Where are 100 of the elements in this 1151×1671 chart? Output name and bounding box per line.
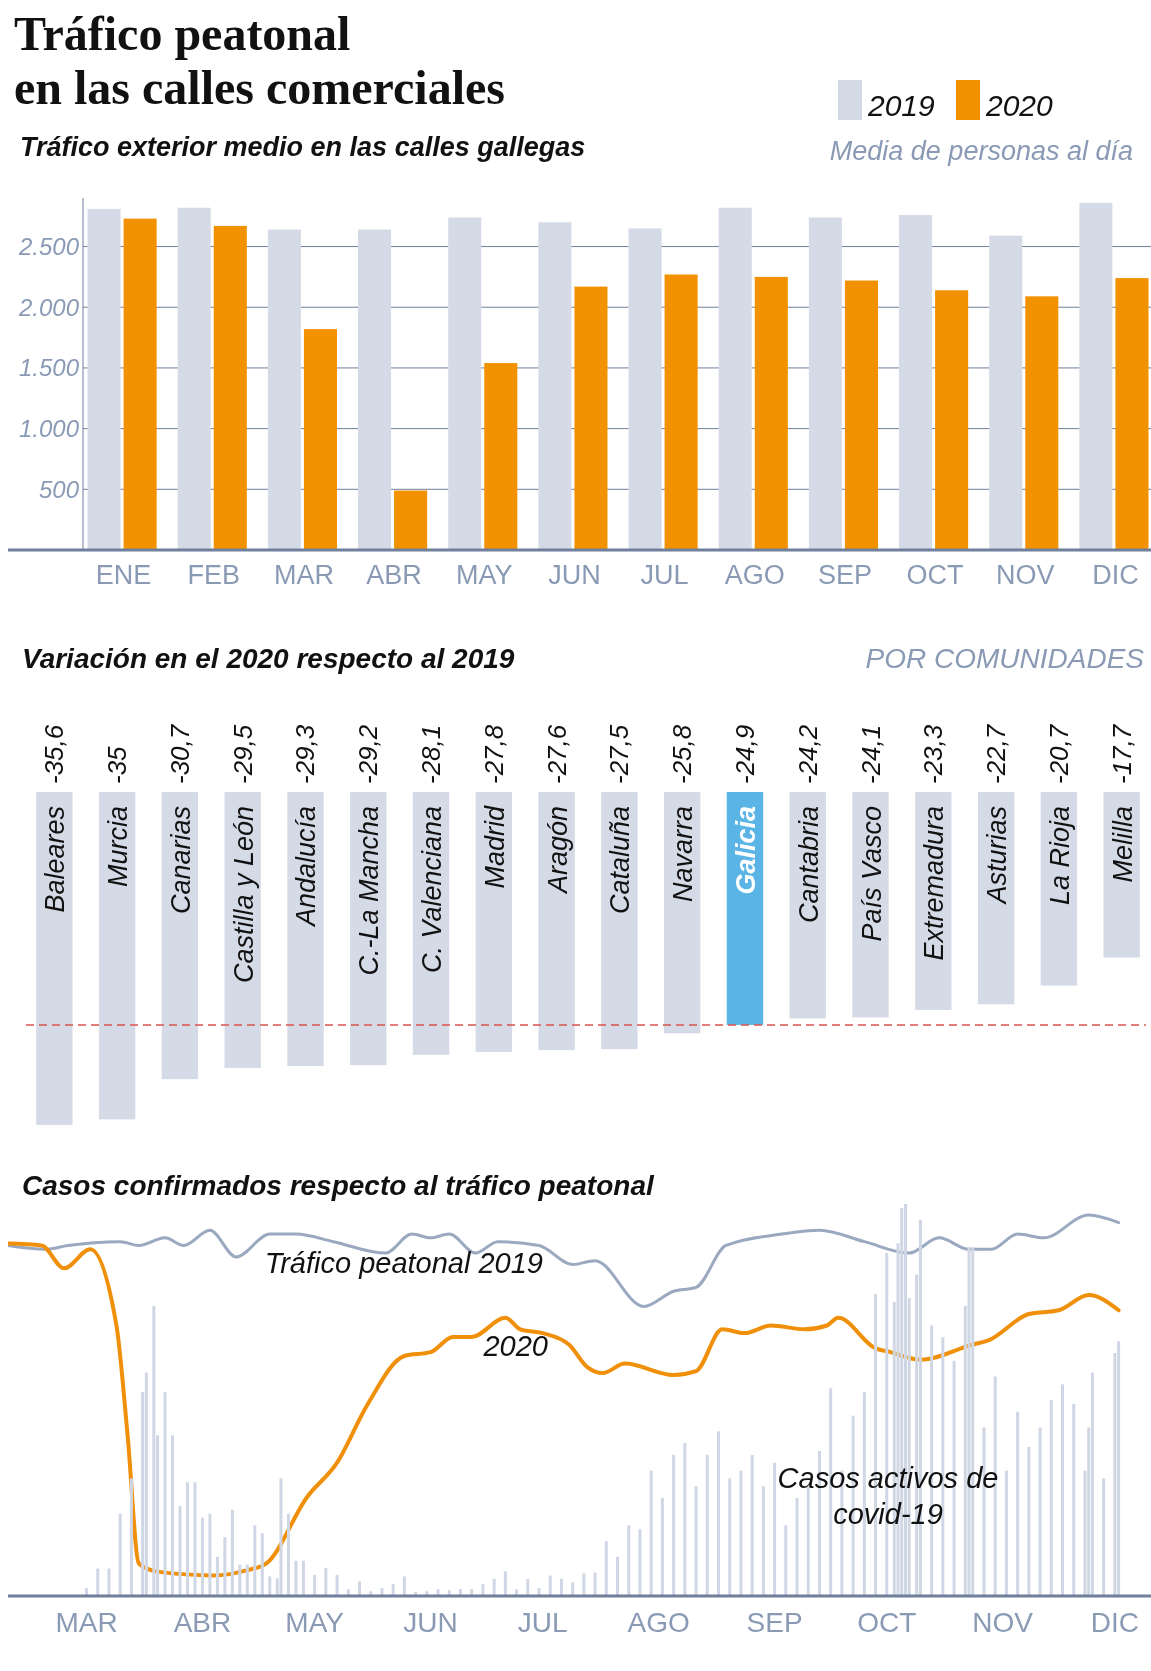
x-tick-label: MAY	[455, 560, 513, 590]
bar	[515, 1589, 519, 1596]
bar	[129, 1478, 133, 1596]
bar	[739, 1470, 743, 1596]
x-tick-label: FEB	[187, 560, 240, 590]
data-label: -24,9	[729, 724, 760, 784]
bar	[784, 1525, 788, 1596]
legend-label: 2019	[867, 89, 936, 122]
x-tick-label: C. Valenciana	[417, 806, 448, 974]
bar	[593, 1572, 597, 1596]
y-axis-title: Media de personas al día	[829, 136, 1133, 166]
x-tick-label: La Rioja	[1044, 806, 1075, 906]
bar	[989, 235, 1023, 550]
data-label: -28,1	[416, 724, 447, 784]
bar	[705, 1454, 709, 1596]
bar	[526, 1579, 530, 1596]
bar	[1115, 278, 1149, 550]
bar	[1004, 1470, 1008, 1596]
bar	[394, 490, 428, 550]
bar	[1016, 1411, 1020, 1596]
bar	[253, 1525, 257, 1596]
x-tick-label: Extremadura	[919, 806, 950, 961]
bar	[213, 225, 247, 550]
bar	[754, 276, 788, 550]
bar	[260, 1533, 264, 1596]
bar	[245, 1564, 249, 1596]
bar	[1117, 1341, 1121, 1596]
legend-label: 2020	[985, 89, 1054, 122]
bar	[87, 208, 121, 550]
data-label: -20,7	[1043, 723, 1074, 784]
bar	[152, 1305, 156, 1596]
bar	[660, 1498, 664, 1596]
bar	[1079, 202, 1113, 550]
bar	[899, 214, 933, 550]
bar	[481, 1584, 485, 1596]
x-tick-label: ABR	[366, 560, 422, 590]
series-label: Tráfico peatonal 2019	[264, 1247, 543, 1279]
bar	[750, 1454, 754, 1596]
x-tick-label: NOV	[972, 1607, 1034, 1638]
x-tick-label: OCT	[857, 1607, 917, 1638]
x-tick-label: AGO	[724, 560, 785, 590]
bar	[335, 1574, 339, 1596]
x-tick-label: Cantabria	[793, 806, 824, 924]
data-label: -22,7	[981, 723, 1012, 784]
bar	[177, 207, 211, 550]
x-tick-label: Castilla y León	[228, 806, 259, 984]
x-tick-label: JUL	[517, 1607, 568, 1638]
x-tick-label: Murcia	[103, 806, 134, 888]
x-tick-label: Andalucía	[291, 806, 322, 929]
x-tick-label: ABR	[173, 1607, 232, 1638]
bar	[574, 286, 608, 550]
y-tick-label: 1.500	[18, 354, 80, 382]
x-tick-label: Baleares	[40, 806, 71, 913]
bar	[716, 1431, 720, 1596]
x-tick-label: MAR	[273, 560, 334, 590]
x-tick-label: Navarra	[668, 806, 699, 903]
x-tick-label: NOV	[996, 560, 1055, 590]
data-label: -25,8	[667, 724, 698, 784]
bar	[223, 1537, 227, 1596]
bar	[761, 1486, 765, 1596]
x-tick-label: AGO	[627, 1607, 690, 1638]
bar	[313, 1574, 317, 1596]
bar	[268, 1576, 272, 1596]
x-tick-label: Galicia	[730, 806, 761, 895]
bar	[144, 1372, 148, 1596]
bar	[185, 1482, 189, 1596]
bar	[795, 1498, 799, 1596]
chart-subtitle: POR COMUNIDADES	[865, 643, 1145, 674]
data-label: -24,2	[792, 724, 823, 784]
bar	[358, 1581, 362, 1596]
data-label: -23,3	[918, 724, 949, 784]
x-tick-label: Madrid	[479, 805, 510, 889]
x-tick-label: MAR	[55, 1607, 118, 1638]
bar	[484, 363, 518, 550]
bar	[616, 1556, 620, 1596]
x-tick-label: SEP	[746, 1607, 803, 1638]
x-tick-label: C.-La Mancha	[354, 806, 385, 976]
data-label: -29,5	[227, 724, 258, 784]
bar	[638, 1529, 642, 1596]
bar	[324, 1567, 328, 1596]
bar	[118, 1513, 122, 1596]
bar	[178, 1505, 182, 1596]
bar	[773, 1462, 777, 1596]
bar	[672, 1454, 676, 1596]
x-tick-label: Aragón	[542, 806, 573, 896]
bar	[1090, 1372, 1094, 1596]
x-tick-label: Canarias	[165, 806, 196, 915]
bar	[1027, 1447, 1031, 1596]
bar	[1025, 296, 1059, 550]
data-label: -30,7	[164, 723, 195, 784]
bar	[503, 1571, 507, 1596]
bar	[163, 1392, 167, 1596]
chart-title: Variación en el 2020 respecto al 2019	[22, 643, 515, 674]
bar	[571, 1582, 575, 1596]
bar	[193, 1482, 197, 1596]
bar	[303, 329, 337, 550]
bar	[492, 1578, 496, 1596]
y-tick-label: 500	[38, 475, 80, 503]
y-tick-label: 1.000	[18, 415, 80, 443]
chart-title: Tráfico peatonal en las calles comerciales	[14, 7, 505, 114]
